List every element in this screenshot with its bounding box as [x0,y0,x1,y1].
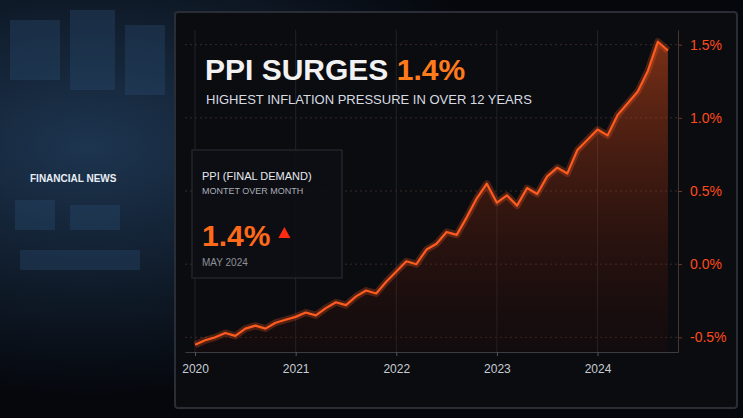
window-blur [125,25,165,95]
window-blur [10,20,60,80]
background-text: FINANCIAL NEWS [30,173,117,184]
box-subtitle: MONTET OVER MONTH [202,186,303,196]
subtitle: HIGHEST INFLATION PRESSURE IN OVER 12 YE… [206,92,532,107]
tick: 2022 [383,352,410,376]
axis-line [186,352,679,353]
screen-panel [175,12,737,408]
tick-label: 0.5% [690,183,722,199]
tick-mark [598,352,599,356]
window-blur [70,205,120,230]
window-blur [20,250,140,270]
tick: 2020 [182,352,209,376]
tick-mark [678,264,682,265]
tick: -0.5% [678,329,727,345]
box-value: 1.4% [202,219,270,252]
box-title: PPI (FINAL DEMAND) [202,170,312,182]
tick-mark [497,352,498,356]
window-blur [70,10,115,90]
title-part: PPI SURGES [205,53,397,86]
tick-label: 1.5% [690,37,722,53]
grid-line [185,44,678,45]
tick-label: 1.0% [690,110,722,126]
background-scene [10,10,165,270]
title: PPI SURGES 1.4% [205,53,465,86]
tick-mark [678,191,682,192]
tick-mark [396,352,397,356]
window-blur [15,200,55,230]
tick: 2021 [283,352,310,376]
tick: 1.0% [678,110,722,126]
tick: 0.5% [678,183,722,199]
x-axis: 2020 2021 2022 2023 2024 [182,352,678,376]
tick-label: 2024 [585,362,612,376]
info-box [192,150,342,278]
tick-label: 2023 [484,362,511,376]
grid [185,30,678,352]
tick-label: 0.0% [690,256,722,272]
y-axis: 1.5% 1.0% 0.5% 0.0% -0.5% [678,31,727,353]
tick-label: 2021 [283,362,310,376]
tick: 2023 [484,352,511,376]
tick-mark [678,45,682,46]
grid-line [185,117,678,118]
tick-label: 2020 [182,362,209,376]
box-date: MAY 2024 [202,257,248,268]
tick-mark [678,118,682,119]
tick-mark [678,337,682,338]
tick: 0.0% [678,256,722,272]
tick-mark [296,352,297,356]
up-arrow [278,227,290,238]
tick: 2024 [585,352,612,376]
title-part: 1.4% [397,53,465,86]
tick: 1.5% [678,37,722,53]
line-glow [195,42,668,345]
background [0,0,743,418]
chart-root: FINANCIAL NEWS1.5%1.0%0.5%0.0%-0.5%20202… [0,0,743,418]
tick-label: -0.5% [690,329,727,345]
tick-label: 2022 [383,362,410,376]
line [195,42,668,345]
tick-mark [195,352,196,356]
